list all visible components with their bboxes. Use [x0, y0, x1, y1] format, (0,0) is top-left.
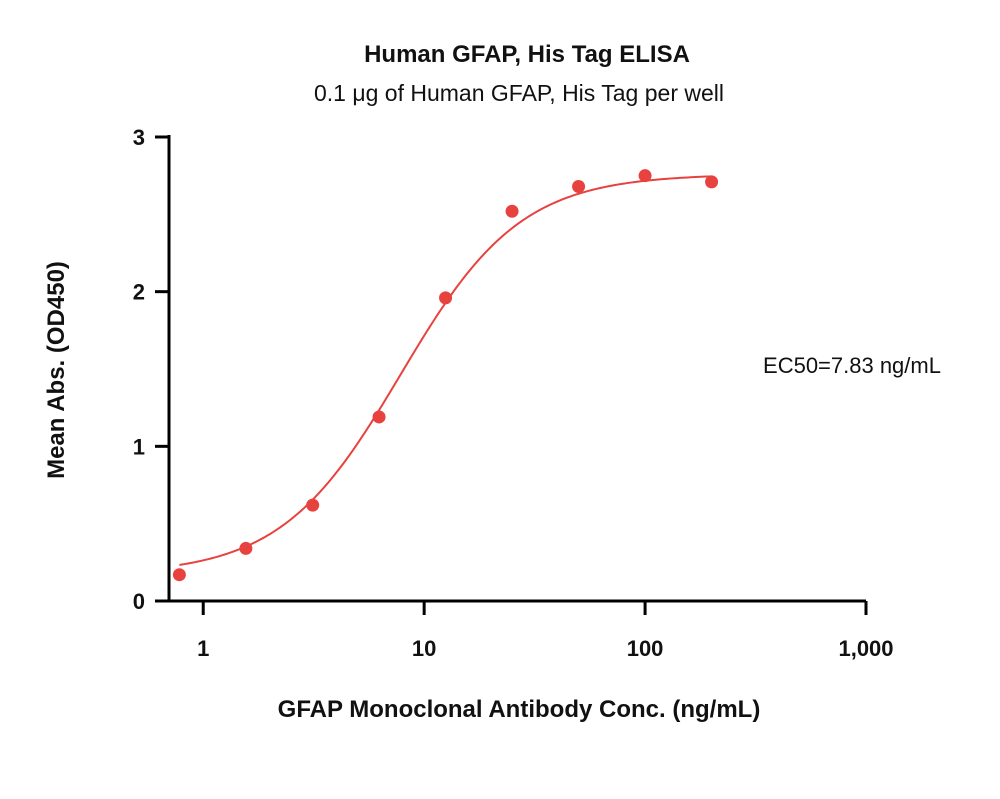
tick-labels: 0 1 2 3 1 10 100 1,000 — [133, 125, 894, 661]
data-point — [505, 204, 519, 218]
y-axis-title: Mean Abs. (OD450) — [43, 261, 70, 479]
chart-title: Human GFAP, His Tag ELISA — [364, 41, 690, 68]
data-point — [572, 179, 586, 193]
x-axis-title: GFAP Monoclonal Antibody Conc. (ng/mL) — [278, 696, 761, 723]
y-tick-label: 2 — [133, 280, 145, 305]
fit-curve — [179, 175, 712, 566]
x-tick-label: 1,000 — [838, 636, 893, 661]
axes — [155, 135, 868, 615]
data-point — [372, 410, 386, 424]
data-point — [638, 169, 652, 183]
data-point — [172, 568, 186, 582]
x-tick-label: 100 — [627, 636, 664, 661]
y-tick-label: 3 — [133, 125, 145, 150]
data-point — [439, 291, 453, 305]
x-tick-label: 10 — [412, 636, 436, 661]
data-point — [705, 175, 719, 189]
ec50-annotation: EC50=7.83 ng/mL — [763, 353, 941, 378]
data-points — [172, 169, 719, 582]
chart-subtitle: 0.1 μg of Human GFAP, His Tag per well — [314, 80, 724, 106]
data-point — [306, 498, 320, 512]
x-tick-label: 1 — [197, 636, 209, 661]
data-point — [239, 541, 253, 555]
y-tick-label: 0 — [133, 589, 145, 614]
y-tick-label: 1 — [133, 434, 145, 459]
